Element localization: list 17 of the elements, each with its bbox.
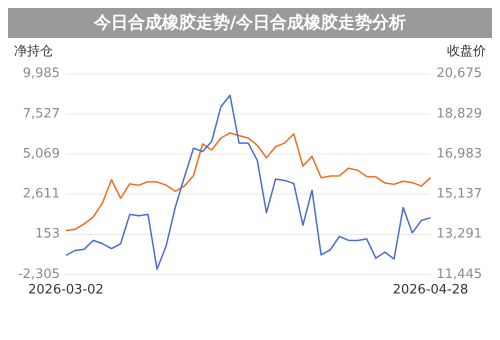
y2-tick-label: 20,675 bbox=[436, 66, 482, 82]
y2-axis-title: 收盘价 bbox=[447, 43, 486, 60]
y2-tick-label: 15,137 bbox=[436, 186, 482, 202]
y2-tick-label: 18,829 bbox=[436, 106, 482, 122]
y2-tick-label: 16,983 bbox=[436, 146, 482, 162]
y2-tick-label: 11,445 bbox=[436, 266, 482, 282]
y-tick-label: 9,985 bbox=[22, 66, 60, 82]
y-axis-title: 净持仓 bbox=[14, 43, 53, 60]
y-tick-label: 153 bbox=[35, 226, 60, 242]
y-tick-label: 5,069 bbox=[22, 146, 60, 162]
y2-tick-label: 13,291 bbox=[436, 226, 482, 242]
y-tick-label: 7,527 bbox=[22, 106, 60, 122]
y-tick-label: 2,611 bbox=[22, 186, 60, 202]
x-tick-label: 2026-04-28 bbox=[392, 282, 468, 298]
x-tick-label: 2026-03-02 bbox=[28, 282, 104, 298]
chart-title: 今日合成橡胶走势/今日合成橡胶走势分析 bbox=[8, 8, 492, 38]
y-tick-label: -2,305 bbox=[18, 266, 60, 282]
